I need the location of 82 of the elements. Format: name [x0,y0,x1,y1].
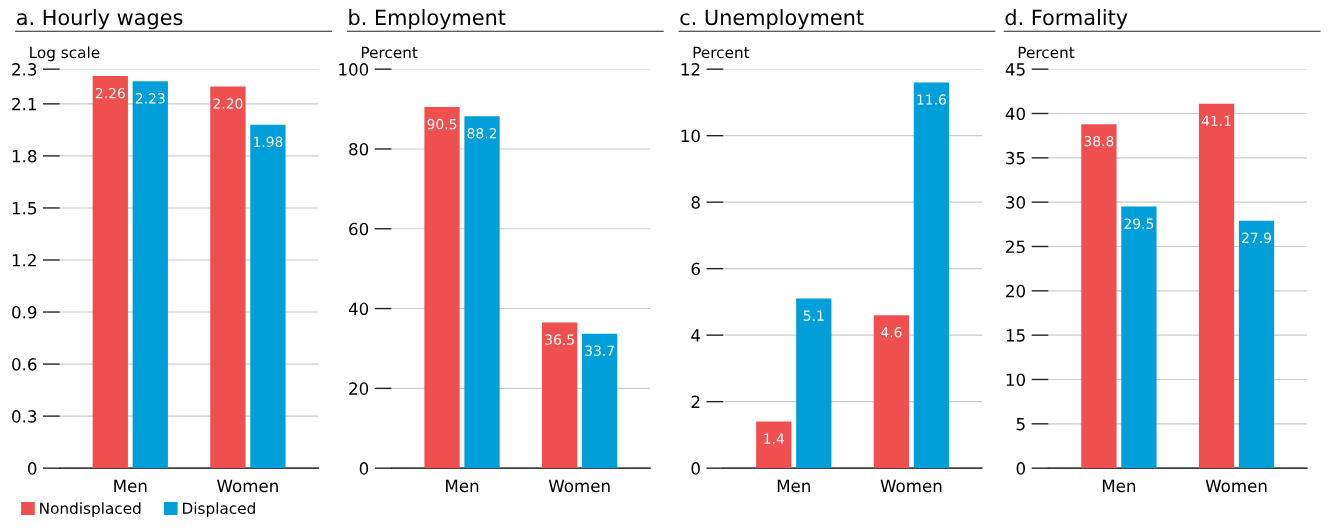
data-label: 27.9 [1242,232,1271,244]
data-label: 11.6 [917,94,946,105]
bar [250,124,286,469]
y-tick-label: 10 [681,129,700,143]
bar [210,86,246,469]
data-label: 38.8 [1084,135,1114,147]
y-tick-label: 20 [1006,284,1025,298]
y-tick-label: 40 [1005,107,1025,121]
y-tick-label: 40 [348,302,369,316]
legend-label: Nondisplaced [40,502,141,517]
y-tick-label: 0 [691,462,700,475]
data-label: 88.2 [467,128,497,139]
data-label: 4.6 [881,327,902,338]
chart-title: d. Formality [1005,9,1128,30]
bar [913,82,950,469]
y-axis-title: Percent [693,46,750,59]
x-tick-label: Women [217,479,278,493]
y-tick-label: 1.2 [12,253,36,267]
y-tick-label: 35 [1006,151,1025,165]
y-tick-label: 80 [349,142,369,156]
x-tick-label: Women [1205,479,1267,493]
y-axis-title: Percent [1018,46,1075,59]
y-tick-label: 45 [1005,63,1025,76]
bar [1081,124,1117,469]
y-tick-label: 2.3 [12,63,37,76]
y-tick-label: 0.9 [12,305,37,319]
y-tick-label: 1.8 [12,149,37,163]
y-tick-label: 1.5 [12,202,37,215]
text: 2.20 [213,98,243,109]
bar [542,322,578,469]
bar [873,315,910,469]
y-tick-label: 5 [1016,418,1025,431]
x-tick-label: Men [446,479,479,493]
text: 2.26 [95,87,125,99]
bar [1238,220,1275,469]
bar [582,333,618,469]
chart-title: c. Unemployment [680,9,864,30]
x-tick-label: Women [548,479,610,493]
x-tick-label: Men [1102,479,1136,493]
data-label: 90.5 [427,118,457,130]
y-tick-label: 6 [691,262,700,276]
chart-title: a. Hourly wages [16,9,183,30]
bar [756,421,792,469]
y-tick-label: 0 [27,462,37,475]
data-label: 41.1 [1201,115,1231,126]
legend-label: Displaced [183,502,255,517]
bar [1198,103,1235,469]
y-tick-label: 12 [681,63,700,76]
y-tick-label: 30 [1006,196,1025,209]
y-tick-label: 2.1 [12,97,36,111]
bar [424,107,460,469]
x-tick-label: Men [114,479,147,493]
bar [796,298,832,469]
y-tick-label: 15 [1006,329,1025,342]
bar [1121,206,1157,469]
y-tick-label: 0 [1016,462,1025,475]
data-label: 1.4 [764,433,785,444]
bar [92,76,128,469]
y-tick-label: 2 [691,395,700,408]
y-tick-label: 8 [691,196,700,209]
x-tick-label: Men [777,479,810,493]
y-tick-label: 10 [1006,373,1025,387]
y-axis-title: Log scale [30,46,100,62]
data-label: 5.1 [803,310,824,321]
y-tick-label: 100 [339,63,369,76]
chart-title: b. Employment [349,9,506,30]
y-axis-title: Percent [361,46,418,59]
y-tick-label: 20 [349,382,369,395]
text: 2.23 [135,93,165,104]
data-label: 29.5 [1124,218,1154,229]
data-label: 33.7 [585,345,614,357]
bar [464,116,500,469]
y-tick-label: 0.6 [12,358,37,371]
y-tick-label: 0 [359,462,369,475]
text: 1.98 [253,136,283,147]
y-tick-label: 4 [691,329,701,342]
y-tick-label: 25 [1006,240,1025,254]
x-tick-label: Women [880,479,942,493]
y-tick-label: 0.3 [12,410,37,423]
bar [132,81,168,469]
data-label: 36.5 [545,334,574,345]
y-tick-label: 60 [349,222,369,236]
